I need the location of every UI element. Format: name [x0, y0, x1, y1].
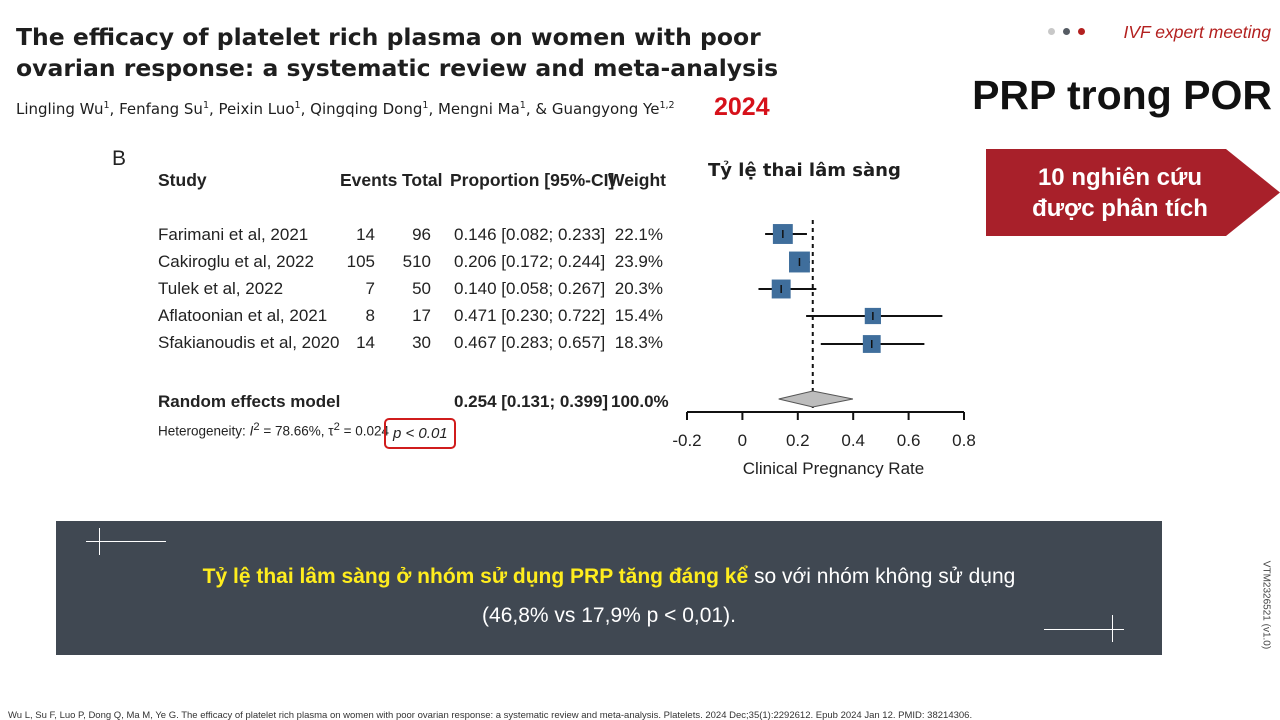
author-affiliation: 1 — [422, 100, 429, 111]
conclusion-line-2: (46,8% vs 17,9% p < 0,01). — [482, 604, 736, 627]
cell-study: Aflatoonian et al, 2021 — [158, 306, 328, 325]
summary-proportion: 0.254 [0.131; 0.399] — [454, 392, 609, 411]
slide-title: PRP trong POR — [972, 72, 1272, 118]
author-name: Peixin Luo — [218, 100, 295, 118]
header-weight: Weight — [608, 170, 667, 190]
author-affiliation: 1 — [294, 100, 301, 111]
x-tick-label: 0.8 — [952, 431, 976, 450]
dot-red — [1078, 28, 1085, 35]
cell-weight: 23.9% — [614, 252, 663, 271]
cell-weight: 20.3% — [614, 279, 663, 298]
header-study: Study — [158, 170, 207, 190]
cell-events: 105 — [346, 252, 375, 271]
cell-total: 510 — [402, 252, 431, 271]
author-list: Lingling Wu1, Fenfang Su1, Peixin Luo1, … — [16, 100, 675, 118]
author-affiliation: 1 — [202, 100, 209, 111]
author-name: Qingqing Dong — [310, 100, 423, 118]
studies-callout: 10 nghiên cứu được phân tích — [986, 149, 1280, 236]
author-name: Guangyong Ye — [551, 100, 660, 118]
cell-total: 50 — [412, 279, 431, 298]
panel-letter: B — [112, 147, 127, 170]
forest-plot-chart: -0.2 0 0.2 0.4 0.6 0.8 Clinical Pregnancy Rate — [672, 220, 976, 478]
cell-study: Tulek et al, 2022 — [158, 279, 284, 298]
cell-events: 14 — [356, 225, 375, 244]
dot-light — [1048, 28, 1055, 35]
callout-line-2: được phân tích — [1032, 195, 1208, 222]
author-affiliation: 1 — [519, 100, 526, 111]
p-value-highlight: p < 0.01 — [384, 418, 456, 449]
cell-proportion: 0.471 [0.230; 0.722] — [454, 306, 606, 325]
header-events: Events — [340, 170, 398, 190]
author-affiliation: 1,2 — [659, 100, 675, 111]
author-name: Mengni Ma — [437, 100, 520, 118]
callout-text: 10 nghiên cứu được phân tích — [986, 162, 1254, 224]
cell-events: 8 — [365, 306, 375, 325]
corner-line — [1044, 629, 1124, 630]
header-total: Total — [402, 170, 443, 190]
corner-line — [99, 528, 100, 555]
paper-title: The efficacy of platelet rich plasma on … — [16, 23, 779, 82]
author-name: Lingling Wu — [16, 100, 104, 118]
document-code: VTM2326521 (v1.0) — [1260, 560, 1272, 650]
x-tick-label: 0.2 — [786, 431, 810, 450]
p-value: p < 0.01 — [393, 425, 448, 442]
meeting-label: IVF expert meeting — [1123, 22, 1271, 42]
decorative-dots — [1048, 28, 1085, 35]
publication-year: 2024 — [714, 93, 770, 121]
summary-label: Random effects model — [158, 392, 341, 411]
conclusion-highlight: Tỷ lệ thai lâm sàng ở nhóm sử dụng PRP t… — [202, 565, 749, 588]
het-i2-symbol: I — [249, 423, 254, 439]
het-tau-value: = 0.024 — [339, 423, 390, 439]
cell-events: 14 — [356, 333, 375, 352]
het-prefix: Heterogeneity: — [158, 423, 250, 439]
header-proportion: Proportion [95%-CI] — [450, 170, 615, 190]
het-i2-value: = 78.66%, τ — [259, 423, 334, 439]
author-name: Fenfang Su — [119, 100, 203, 118]
cell-total: 30 — [412, 333, 431, 352]
corner-line — [86, 541, 166, 542]
conclusion-rest: so với nhóm không sử dụng — [748, 565, 1016, 588]
footer-reference: Wu L, Su F, Luo P, Dong Q, Ma M, Ye G. T… — [8, 710, 973, 720]
cell-total: 96 — [412, 225, 431, 244]
cell-proportion: 0.467 [0.283; 0.657] — [454, 333, 606, 352]
cell-total: 17 — [412, 306, 431, 325]
conclusion-banner: Tỷ lệ thai lâm sàng ở nhóm sử dụng PRP t… — [56, 521, 1162, 655]
cell-weight: 18.3% — [614, 333, 663, 352]
author-affiliation: 1 — [103, 100, 110, 111]
summary-diamond — [778, 390, 854, 408]
chart-title: Tỷ lệ thai lâm sàng — [708, 160, 901, 181]
cell-weight: 15.4% — [614, 306, 663, 325]
callout-arrow-shape — [986, 149, 1280, 236]
x-tick-label: 0.6 — [897, 431, 921, 450]
cell-proportion: 0.140 [0.058; 0.267] — [454, 279, 606, 298]
cell-events: 7 — [365, 279, 375, 298]
dot-dark — [1063, 28, 1070, 35]
x-tick-label: 0 — [738, 431, 747, 450]
cell-proportion: 0.146 [0.082; 0.233] — [454, 225, 606, 244]
cell-study: Sfakianoudis et al, 2020 — [158, 333, 340, 352]
conclusion-text: Tỷ lệ thai lâm sàng ở nhóm sử dụng PRP t… — [56, 557, 1162, 635]
cell-proportion: 0.206 [0.172; 0.244] — [454, 252, 606, 271]
callout-line-1: 10 nghiên cứu — [1037, 164, 1203, 191]
corner-line — [1112, 615, 1113, 642]
x-tick-label: 0.4 — [841, 431, 865, 450]
cell-weight: 22.1% — [614, 225, 663, 244]
summary-weight: 100.0% — [611, 392, 669, 411]
x-tick-label: -0.2 — [672, 431, 701, 450]
cell-study: Cakiroglu et al, 2022 — [158, 252, 314, 271]
x-axis-label: Clinical Pregnancy Rate — [743, 459, 924, 478]
cell-study: Farimani et al, 2021 — [158, 225, 309, 244]
heterogeneity-text: Heterogeneity: I2 = 78.66%, τ2 = 0.024 — [158, 421, 390, 439]
